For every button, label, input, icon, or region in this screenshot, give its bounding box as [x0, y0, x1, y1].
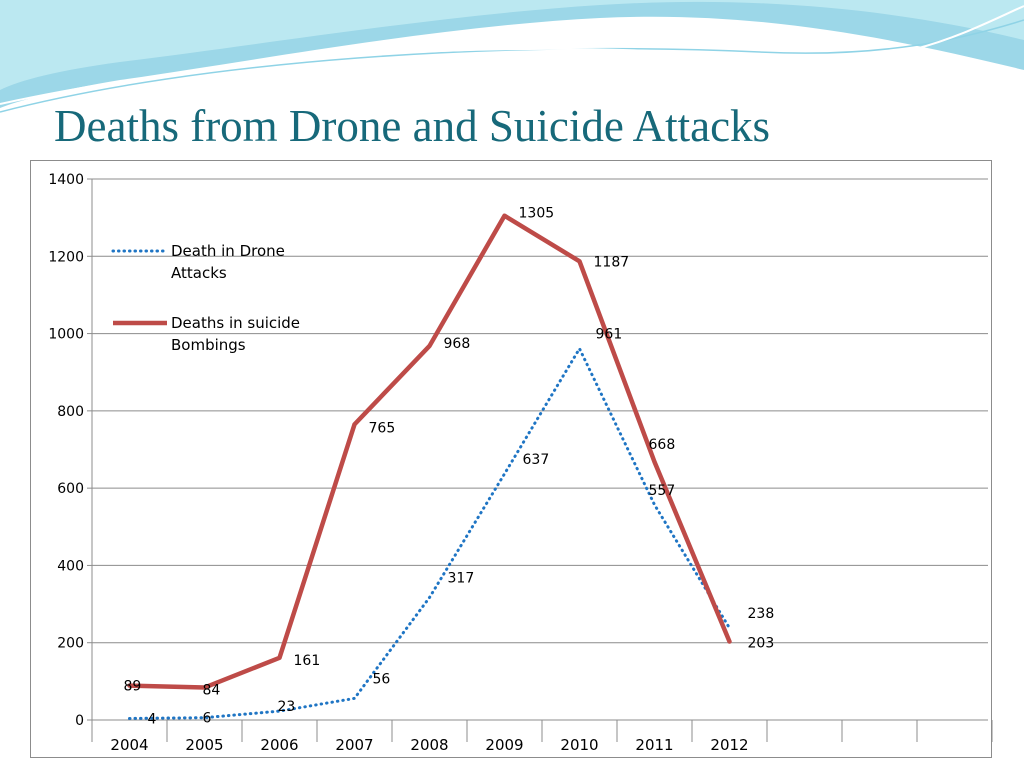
data-label: 1187	[594, 254, 630, 270]
chart-frame: 0 200 400 600 800 1000 1200 1400 2004 2005 2006 200…	[30, 160, 993, 758]
data-label: 23	[278, 699, 296, 715]
chart-legend: Death in Drone Attacks Deaths in suicide Bo…	[111, 242, 300, 354]
x-tick-label: 2006	[260, 736, 298, 754]
data-label: 637	[523, 452, 550, 468]
data-label: 961	[596, 327, 623, 343]
data-label: 161	[294, 653, 321, 669]
y-tick-label: 600	[57, 481, 84, 497]
y-tick-label: 1000	[48, 327, 84, 343]
y-tick-label: 1200	[48, 249, 84, 265]
data-label: 89	[124, 679, 142, 695]
chart-data-labels: 4 6 23 56 317 637 961 557 238 89 84 161 765 968 1305 11…	[124, 206, 775, 728]
slide-wave-decoration	[0, 0, 1024, 113]
data-label: 84	[203, 683, 221, 699]
data-label: 765	[369, 420, 396, 436]
data-label: 238	[748, 606, 775, 622]
legend-label: Bombings	[171, 336, 246, 354]
data-label: 317	[448, 571, 475, 587]
x-tick-label: 2007	[335, 736, 373, 754]
wave-line-1	[0, 19, 1024, 113]
series-line-drone-attacks	[128, 347, 731, 720]
data-label: 1305	[519, 206, 555, 222]
data-label: 6	[203, 711, 212, 727]
data-label: 4	[148, 711, 157, 727]
data-label: 968	[444, 336, 471, 352]
chart-axes: 0 200 400 600 800 1000 1200 1400 2004 2005 2006 200…	[48, 172, 993, 754]
data-label: 668	[649, 437, 676, 453]
legend-label: Death in Drone	[171, 242, 285, 260]
legend-label: Deaths in suicide	[171, 314, 300, 332]
series-line-suicide-bombings	[127, 213, 732, 690]
wave-line-2	[0, 5, 1024, 105]
wave-light-band	[0, 0, 1024, 90]
y-tick-label: 0	[75, 713, 84, 729]
y-tick-label: 800	[57, 404, 84, 420]
slide-title: Deaths from Drone and Suicide Attacks	[54, 101, 771, 151]
x-tick-label: 2008	[410, 736, 448, 754]
y-tick-label: 1400	[48, 172, 84, 188]
x-tick-label: 2004	[110, 736, 148, 754]
chart-grid	[92, 178, 988, 721]
y-tick-label: 200	[57, 636, 84, 652]
x-tick-label: 2012	[710, 736, 748, 754]
x-tick-label: 2011	[635, 736, 673, 754]
data-label: 203	[748, 636, 775, 652]
line-chart: 0 200 400 600 800 1000 1200 1400 2004 2005 2006 200…	[48, 172, 993, 754]
chart-series	[127, 213, 732, 720]
x-tick-label: 2005	[185, 736, 223, 754]
data-label: 557	[649, 483, 676, 499]
data-label: 56	[373, 671, 391, 687]
x-tick-label: 2010	[560, 736, 598, 754]
x-tick-label: 2009	[485, 736, 523, 754]
y-tick-label: 400	[57, 558, 84, 574]
legend-label: Attacks	[171, 264, 227, 282]
